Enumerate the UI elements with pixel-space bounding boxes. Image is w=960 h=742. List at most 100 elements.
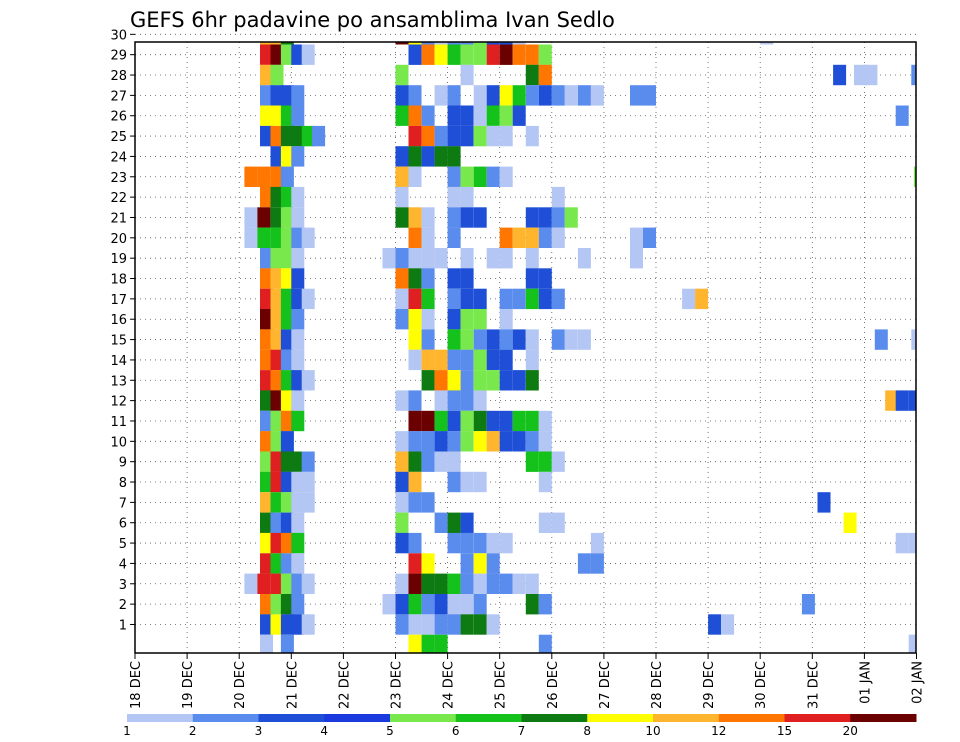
heatmap-cell xyxy=(525,125,539,147)
heatmap-cell xyxy=(473,553,487,574)
legend-swatch xyxy=(192,714,259,722)
heatmap-cell xyxy=(291,553,305,574)
heatmap-cell xyxy=(643,227,656,248)
heatmap-cell xyxy=(473,594,487,615)
heatmap-cell xyxy=(874,329,888,350)
x-tick-label: 24 DEC xyxy=(442,661,457,709)
heatmap-cell xyxy=(434,410,448,432)
legend-swatch xyxy=(850,714,917,722)
heatmap-cell xyxy=(260,512,273,533)
heatmap-cell xyxy=(260,410,273,432)
heatmap-cell xyxy=(280,410,294,432)
heatmap-cell xyxy=(499,532,513,554)
heatmap-cell xyxy=(817,492,831,513)
y-tick-label: 4 xyxy=(119,557,127,572)
legend-label: 20 xyxy=(843,724,858,738)
heatmap-cell xyxy=(260,492,273,513)
heatmap-cell xyxy=(244,166,258,187)
heatmap-cell xyxy=(280,288,294,310)
heatmap-cell xyxy=(291,268,305,289)
heatmap-cell xyxy=(280,471,294,493)
y-tick-label: 21 xyxy=(110,211,127,226)
heatmap-cell xyxy=(280,512,294,533)
heatmap-cell xyxy=(499,370,513,391)
heatmap-cell xyxy=(408,532,422,554)
heatmap-cell xyxy=(434,512,448,533)
heatmap-cell xyxy=(270,42,284,45)
heatmap-cell xyxy=(512,431,526,452)
legend-swatch xyxy=(587,714,654,722)
heatmap-cell xyxy=(499,309,513,330)
heatmap-cell xyxy=(460,349,474,371)
heatmap-cell xyxy=(434,451,448,472)
heatmap-cell xyxy=(421,146,435,167)
x-tick-label: 21 DEC xyxy=(285,661,300,709)
heatmap-cell xyxy=(447,512,461,533)
heatmap-cell xyxy=(538,44,552,65)
y-tick-label: 27 xyxy=(110,89,127,104)
x-tick-label: 23 DEC xyxy=(390,661,405,709)
heatmap-cell xyxy=(260,105,273,126)
heatmap-cell xyxy=(260,431,273,452)
heatmap-cell xyxy=(460,431,474,452)
heatmap-cell xyxy=(270,471,284,493)
heatmap-cell xyxy=(291,471,305,493)
heatmap-cell xyxy=(408,349,422,371)
heatmap-cell xyxy=(260,85,273,106)
heatmap-cell xyxy=(434,573,448,594)
y-tick-label: 18 xyxy=(110,273,127,288)
legend-label: 4 xyxy=(320,724,328,738)
x-tick-label: 02 JAN xyxy=(911,661,926,704)
heatmap-cell xyxy=(499,166,513,187)
heatmap-cell xyxy=(760,42,774,45)
heatmap-cell xyxy=(473,85,487,106)
heatmap-cell xyxy=(280,166,294,187)
heatmap-cell xyxy=(395,105,409,126)
heatmap-cell xyxy=(260,329,273,350)
heatmap-cell xyxy=(434,125,448,147)
heatmap-cell xyxy=(280,125,294,147)
heatmap-cell xyxy=(447,329,461,350)
y-tick-label: 2 xyxy=(119,598,127,613)
heatmap-cell xyxy=(538,634,552,653)
heatmap-cell xyxy=(395,451,409,472)
heatmap-cell xyxy=(486,573,500,594)
heatmap-cell xyxy=(301,614,315,635)
heatmap-cell xyxy=(270,105,284,126)
heatmap-cell xyxy=(512,44,526,65)
heatmap-cell xyxy=(473,614,487,635)
heatmap-cell xyxy=(460,512,474,533)
heatmap-cell xyxy=(551,186,565,208)
heatmap-cell xyxy=(395,268,409,289)
heatmap-cell xyxy=(395,492,409,513)
legend-swatch xyxy=(653,714,720,722)
heatmap-cell xyxy=(486,410,500,432)
heatmap-cell xyxy=(538,64,552,86)
heatmap-cell xyxy=(291,573,305,594)
heatmap-cell xyxy=(473,410,487,432)
heatmap-cell xyxy=(421,370,435,391)
heatmap-cell xyxy=(270,207,284,228)
heatmap-cell xyxy=(473,431,487,452)
heatmap-cell xyxy=(395,431,409,452)
heatmap-cell xyxy=(486,329,500,350)
heatmap-cell xyxy=(270,431,284,452)
heatmap-cell xyxy=(291,288,305,310)
plot-frame xyxy=(134,41,917,654)
heatmap-cell xyxy=(280,105,294,126)
chart-title: GEFS 6hr padavine po ansamblima Ivan Sed… xyxy=(130,8,615,32)
heatmap-cell xyxy=(395,186,409,208)
heatmap-cell xyxy=(270,125,284,147)
heatmap-cell xyxy=(395,309,409,330)
x-tick-label: 19 DEC xyxy=(181,661,196,709)
heatmap-cell xyxy=(421,268,435,289)
heatmap-cell xyxy=(721,614,735,635)
heatmap-cell xyxy=(486,431,500,452)
heatmap-cell xyxy=(280,614,294,635)
heatmap-cell xyxy=(447,227,461,248)
heatmap-cell xyxy=(421,248,435,269)
heatmap-cell xyxy=(408,431,422,452)
heatmap-cell xyxy=(301,370,315,391)
heatmap-cell xyxy=(708,614,722,635)
heatmap-cell xyxy=(408,594,422,615)
